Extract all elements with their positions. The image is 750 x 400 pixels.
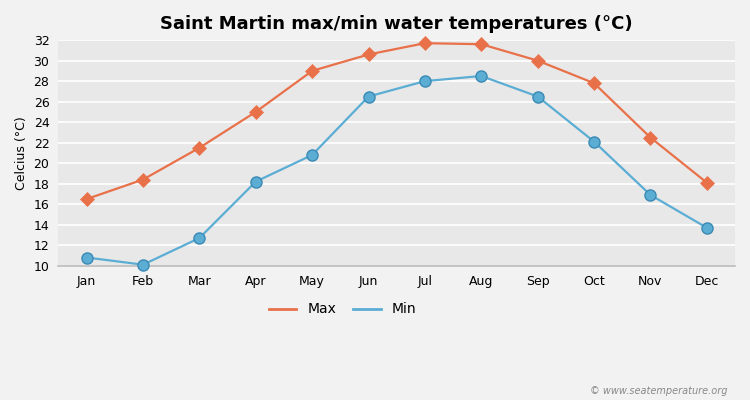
Max [646, 135, 655, 140]
Max [251, 110, 260, 114]
Max [195, 145, 204, 150]
Title: Saint Martin max/min water temperatures (°C): Saint Martin max/min water temperatures … [160, 15, 633, 33]
Y-axis label: Celcius (°C): Celcius (°C) [15, 116, 28, 190]
Max [590, 81, 598, 86]
Min [308, 152, 316, 157]
Min [364, 94, 373, 99]
Max [82, 197, 92, 202]
Legend: Max, Min: Max, Min [263, 297, 422, 322]
Max [421, 41, 430, 46]
Min [590, 139, 598, 144]
Min [421, 79, 430, 84]
Min [82, 255, 92, 260]
Max [364, 52, 373, 57]
Max [702, 180, 711, 185]
Min [533, 94, 542, 99]
Min [139, 262, 148, 267]
Min [477, 74, 486, 78]
Line: Min: Min [81, 70, 712, 270]
Text: © www.seatemperature.org: © www.seatemperature.org [590, 386, 728, 396]
Min [702, 225, 711, 230]
Max [533, 58, 542, 63]
Min [251, 179, 260, 184]
Max [477, 42, 486, 47]
Max [308, 68, 316, 73]
Max [139, 177, 148, 182]
Min [646, 192, 655, 197]
Min [195, 236, 204, 240]
Line: Max: Max [82, 38, 712, 204]
